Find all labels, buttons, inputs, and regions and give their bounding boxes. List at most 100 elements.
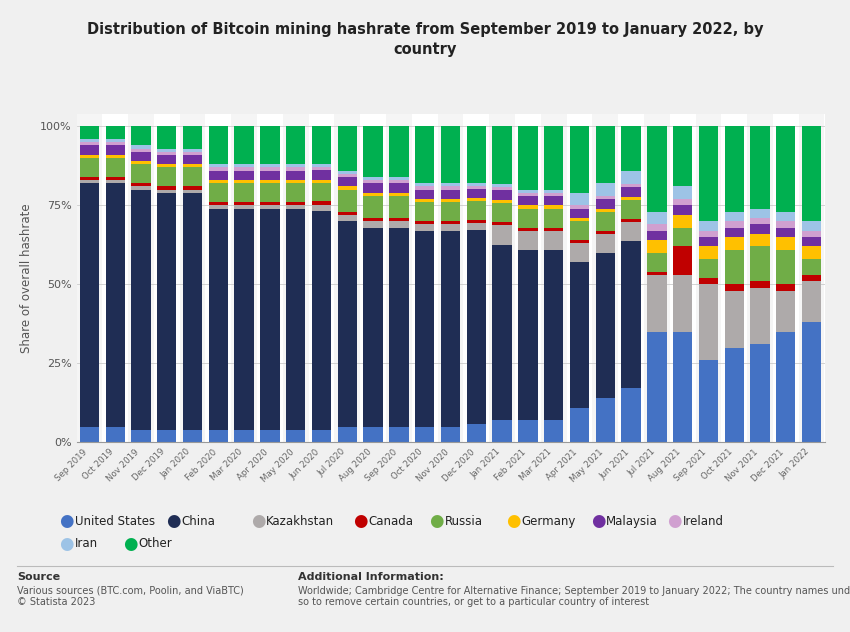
Bar <box>621 126 641 171</box>
Bar <box>544 205 564 209</box>
Bar <box>415 221 434 224</box>
Text: ●: ● <box>123 535 138 552</box>
Bar <box>157 126 177 149</box>
Bar <box>647 240 666 253</box>
Bar <box>621 241 641 388</box>
Text: Germany: Germany <box>521 515 575 528</box>
Bar <box>312 211 332 430</box>
Bar <box>438 114 463 442</box>
Bar <box>570 221 589 240</box>
Text: ●: ● <box>667 513 682 530</box>
Bar <box>492 190 512 200</box>
Bar <box>389 180 409 183</box>
Bar <box>802 221 821 231</box>
Text: Russia: Russia <box>445 515 483 528</box>
Bar <box>776 291 796 332</box>
Bar <box>596 199 615 209</box>
Bar <box>364 221 382 228</box>
Bar <box>596 183 615 196</box>
Y-axis label: Share of overall hashrate: Share of overall hashrate <box>20 204 33 353</box>
Bar <box>490 114 515 442</box>
Bar <box>364 427 382 442</box>
Bar <box>673 228 692 246</box>
Bar <box>260 430 280 442</box>
Bar <box>312 202 332 205</box>
Bar <box>492 126 512 184</box>
Bar <box>751 288 770 344</box>
Bar <box>647 126 666 212</box>
Bar <box>441 202 460 221</box>
Bar <box>131 164 150 183</box>
Text: Various sources (BTC.com, Poolin, and ViaBTC): Various sources (BTC.com, Poolin, and Vi… <box>17 586 244 596</box>
Bar <box>776 237 796 250</box>
Bar <box>80 155 99 158</box>
Bar <box>312 205 332 211</box>
Bar <box>286 164 305 167</box>
Bar <box>209 171 228 180</box>
Bar <box>776 250 796 284</box>
Bar <box>751 281 770 288</box>
Bar <box>518 209 537 228</box>
Bar <box>647 253 666 272</box>
Bar <box>467 183 486 186</box>
Bar <box>286 430 305 442</box>
Bar <box>209 205 228 209</box>
Bar <box>621 184 641 187</box>
Bar <box>209 209 228 430</box>
Text: Ireland: Ireland <box>683 515 723 528</box>
Bar <box>415 183 434 186</box>
Bar <box>699 246 718 259</box>
Text: Other: Other <box>139 537 173 550</box>
Bar <box>541 114 567 442</box>
Bar <box>441 186 460 190</box>
Bar <box>286 209 305 430</box>
Bar <box>105 183 125 427</box>
Bar <box>128 114 154 442</box>
Bar <box>235 180 254 183</box>
Bar <box>415 427 434 442</box>
Bar <box>673 215 692 228</box>
Bar <box>80 183 99 427</box>
Bar <box>364 228 382 427</box>
Bar <box>260 180 280 183</box>
Text: ●: ● <box>251 513 265 530</box>
Bar <box>364 180 382 183</box>
Bar <box>415 190 434 199</box>
Bar <box>724 221 744 228</box>
Bar <box>699 259 718 278</box>
Bar <box>518 250 537 420</box>
Bar <box>699 126 718 221</box>
Bar <box>647 275 666 332</box>
Bar <box>492 245 512 420</box>
Bar <box>673 186 692 199</box>
Bar <box>776 284 796 291</box>
Bar <box>415 202 434 221</box>
Bar <box>518 193 537 196</box>
Text: Kazakhstan: Kazakhstan <box>266 515 334 528</box>
Bar <box>334 114 360 442</box>
Bar <box>76 114 102 442</box>
Bar <box>235 183 254 202</box>
Bar <box>544 209 564 228</box>
Bar <box>544 231 564 250</box>
Bar <box>105 142 125 145</box>
Bar <box>80 142 99 145</box>
Bar <box>235 430 254 442</box>
Bar <box>260 164 280 167</box>
Bar <box>337 427 357 442</box>
Bar <box>364 196 382 218</box>
Bar <box>337 171 357 174</box>
Bar <box>105 126 125 139</box>
Bar <box>183 155 202 164</box>
Bar <box>131 149 150 152</box>
Bar <box>647 212 666 224</box>
Bar <box>364 218 382 221</box>
Bar <box>724 250 744 284</box>
Text: ●: ● <box>506 513 520 530</box>
Bar <box>673 199 692 205</box>
Bar <box>570 205 589 209</box>
Bar <box>183 167 202 186</box>
Text: China: China <box>181 515 215 528</box>
Bar <box>441 183 460 186</box>
Bar <box>209 126 228 164</box>
